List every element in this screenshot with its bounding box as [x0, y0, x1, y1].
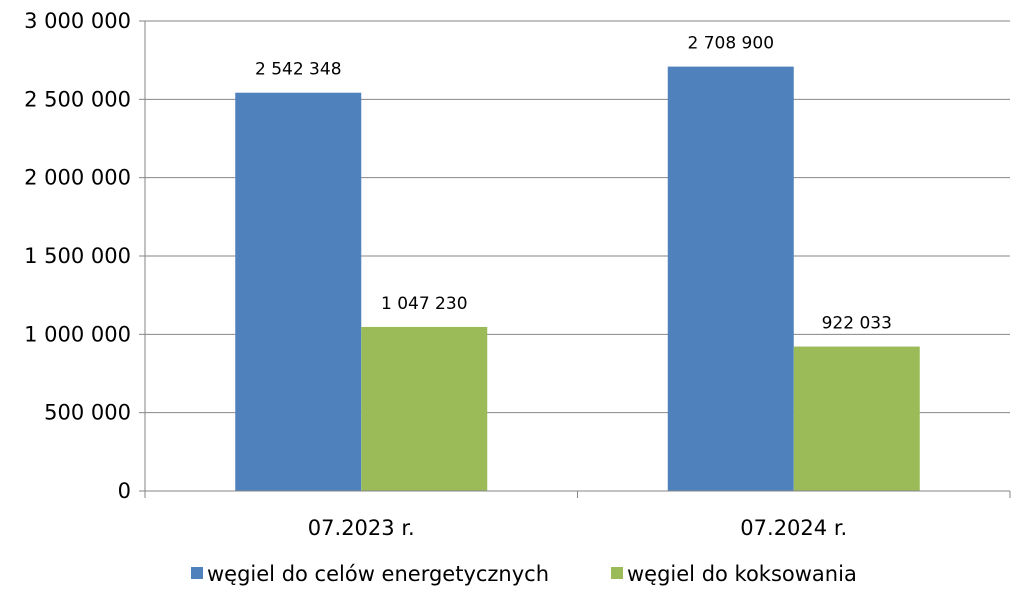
- bar-energetyczny: [667, 66, 794, 492]
- data-label: 2 708 900: [687, 34, 774, 54]
- bar-energetyczny: [235, 92, 362, 491]
- y-tick-label: 1 500 000: [24, 244, 131, 268]
- data-label: 922 033: [822, 314, 892, 334]
- y-tick-label: 3 000 000: [24, 9, 131, 33]
- data-label: 2 542 348: [255, 60, 342, 80]
- y-tick-label: 0: [118, 479, 131, 503]
- legend-swatch-energetyczny: [191, 567, 203, 579]
- bar-koksowanie: [793, 346, 920, 491]
- bar-koksowanie: [361, 326, 488, 491]
- x-category-label: 07.2023 r.: [308, 516, 415, 540]
- y-tick-label: 2 000 000: [24, 166, 131, 190]
- x-category-label: 07.2024 r.: [740, 516, 847, 540]
- y-tick-label: 2 500 000: [24, 87, 131, 111]
- y-tick-label: 1 000 000: [24, 322, 131, 346]
- legend-label: węgiel do celów energetycznych: [207, 562, 549, 586]
- y-tick-label: 500 000: [44, 401, 131, 425]
- legend-label: węgiel do koksowania: [627, 562, 857, 586]
- data-label: 1 047 230: [381, 294, 468, 314]
- legend-swatch-koksowanie: [611, 567, 623, 579]
